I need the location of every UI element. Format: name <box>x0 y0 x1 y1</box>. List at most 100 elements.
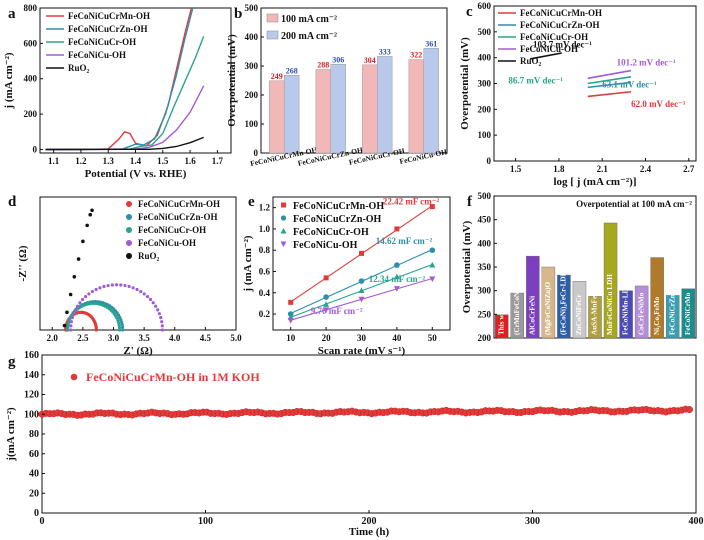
capacitance-label: 12.34 mF cm⁻² <box>369 274 426 284</box>
x-axis-title: log [ j (mA cm⁻²)] <box>553 176 636 188</box>
tafel-slope-label: 63.1 mV dec⁻¹ <box>602 79 657 89</box>
data-point-FeCoNiCu-OH <box>135 287 139 292</box>
bar-value-label: 361 <box>425 39 437 48</box>
x-axis-title: Scan rate (mV s⁻¹) <box>318 345 406 357</box>
legend-swatch <box>126 240 132 246</box>
bar-category-label: Ni₃Co₃FeMo <box>653 296 661 335</box>
y-tick-label: 120 <box>24 390 39 401</box>
data-point-RuO₂ <box>81 239 85 244</box>
legend-label: FeCoNiCuCr-OH <box>68 37 136 47</box>
data-point-FeCoNiCu-OH <box>106 283 110 288</box>
bar <box>423 48 439 154</box>
bar <box>603 222 618 339</box>
x-tick-label: 2.0 <box>47 333 59 343</box>
y-tick-label: 400 <box>245 32 259 42</box>
data-point-FeCoNiCu-OH <box>287 318 294 324</box>
bar-category-label: AlCoCrFeNi <box>529 296 537 335</box>
legend-label: FeCoNiCuCr-OH <box>293 227 369 238</box>
y-tick-label: 0.6 <box>259 266 271 276</box>
data-point-FeCoNiCu-OH <box>429 276 436 283</box>
bar-value-label: 288 <box>317 60 329 69</box>
data-point-FeCoNiCu-OH <box>156 308 160 312</box>
legend-label: FeCoNiCu-OH <box>520 44 578 54</box>
legend-label: FeCoNiCuCrMn-OH <box>293 201 384 212</box>
data-point-FeCoNiCuCr-OH <box>87 302 91 306</box>
y-tick-label: 1.2 <box>259 203 271 213</box>
data-point-FeCoNiCu-OH <box>127 284 131 289</box>
data-point-FeCoNiCu-OH <box>160 320 164 324</box>
y-tick-label: 400 <box>478 238 492 248</box>
data-point-FeCoNiCuCrZn-OH <box>120 325 125 329</box>
legend-label: RuO₂ <box>68 63 90 73</box>
data-point-FeCoNiCu-OH <box>142 292 146 296</box>
y-tick-label: 800 <box>24 3 38 13</box>
legend-swatch <box>266 13 279 23</box>
bar-category-label: This work <box>497 304 505 335</box>
x-tick-label: 400 <box>689 516 704 527</box>
data-point-FeCoNiCuCrMn-OH <box>288 299 294 305</box>
fit-line-RuO₂ <box>529 52 562 60</box>
y-tick-label: 300 <box>245 61 259 71</box>
y-tick-label: 1.0 <box>259 224 271 234</box>
legend-label: FeCoNiCuCr-OH <box>138 225 206 235</box>
data-point-FeCoNiCu-OH <box>145 294 150 299</box>
plot-frame <box>39 196 237 331</box>
data-point-FeCoNiCuCrZn-OH <box>429 247 436 253</box>
series-line-FeCoNiCuCrZn-OH <box>45 7 194 151</box>
data-point-FeCoNiCu-OH <box>148 297 153 302</box>
panel-label: b <box>234 6 242 22</box>
data-point-FeCoNiCuCrMn-OH <box>323 275 329 281</box>
x-tick-label: 4.0 <box>169 333 181 343</box>
data-point-FeCoNiCu-OH <box>78 301 82 305</box>
x-tick-label: 3.5 <box>139 333 151 343</box>
fit-line-FeCoNiCuCrZn-OH <box>587 81 632 89</box>
bar <box>284 75 300 154</box>
bar-category-label: CoCrFeNiMo <box>637 292 645 335</box>
data-point-FeCoNiCu-OH <box>131 286 135 290</box>
data-point-FeCoNiCu-OH <box>81 297 85 302</box>
data-point-FeCoNiCuCrZn-OH <box>394 262 400 268</box>
bar <box>377 56 393 154</box>
bar-value-label: 304 <box>364 56 376 65</box>
x-tick-label: 2.4 <box>640 164 652 174</box>
data-point-RuO₂ <box>65 310 69 315</box>
data-point-RuO₂ <box>76 257 81 261</box>
data-point-FeCoNiCu-OH <box>114 283 119 287</box>
panel-label: e <box>248 194 255 210</box>
legend-swatch <box>126 201 132 207</box>
y-tick-label: 20 <box>29 488 39 499</box>
y-tick-label: 500 <box>478 191 492 201</box>
bar <box>330 64 346 154</box>
data-point-FeCoNiCuCr-OH <box>65 328 70 332</box>
bar <box>269 80 285 154</box>
x-tick-label: 2.1 <box>597 164 609 174</box>
bar <box>557 274 571 339</box>
y-tick-label: 200 <box>245 90 259 100</box>
y-tick-label: 0 <box>487 156 492 166</box>
data-point-FeCoNiCu-OH <box>157 312 161 316</box>
bar-value-label: 322 <box>410 51 422 60</box>
data-point-FeCoNiCu-OH <box>72 312 76 316</box>
y-tick-label: 60 <box>29 449 39 460</box>
capacitance-label: 9.70 mF cm⁻² <box>311 306 363 316</box>
data-point-FeCoNiCuCr-OH <box>118 328 122 332</box>
y-tick-label: 0 <box>34 508 39 519</box>
bar <box>315 69 331 154</box>
y-tick-label: 250 <box>478 309 492 319</box>
legend-label: FeCoNiCuCrMn-OH <box>520 8 602 18</box>
bar <box>588 296 602 339</box>
data-point-FeCoNiCuCrZn-OH <box>120 323 124 327</box>
x-tick-label: 2.7 <box>683 164 695 174</box>
legend-label: RuO₂ <box>138 251 160 261</box>
legend-label: FeCoNiCuCr-OH <box>520 32 588 42</box>
data-point-FeCoNiCu-OH <box>123 283 127 288</box>
series-line-RuO₂ <box>45 136 204 151</box>
y-tick-label: 400 <box>478 53 492 63</box>
x-tick-label: 0 <box>40 516 45 527</box>
data-point-RuO₂ <box>85 223 89 228</box>
legend-label: RuO₂ <box>520 56 542 66</box>
series-line-FeCoNiCu-OH <box>45 85 205 151</box>
data-point-FeCoNiCu-OH <box>69 324 73 328</box>
x-tick-label: 3.0 <box>108 333 120 343</box>
bar <box>681 288 695 339</box>
